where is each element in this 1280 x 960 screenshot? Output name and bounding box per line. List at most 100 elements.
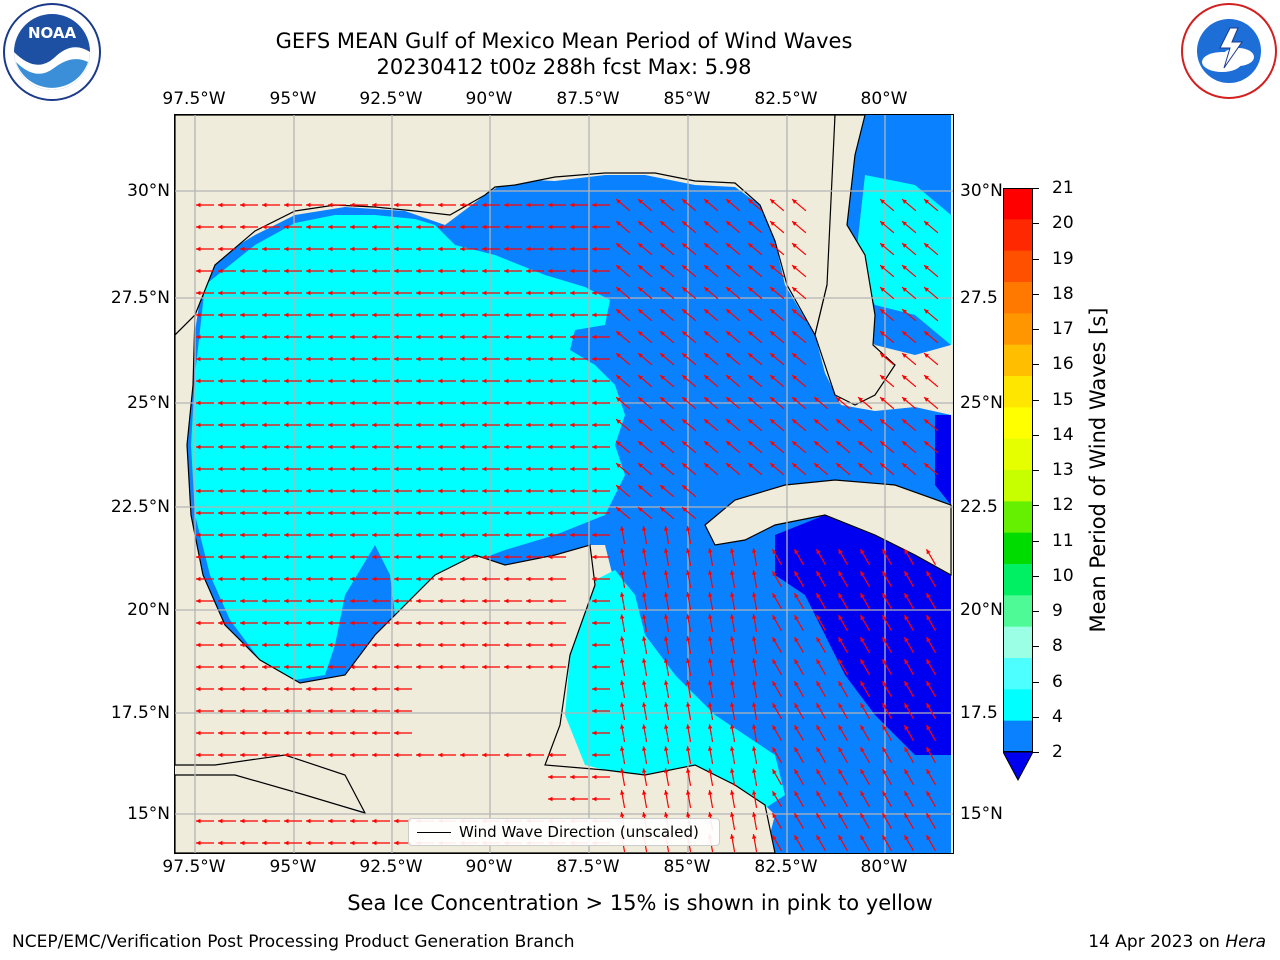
wave-direction-arrow <box>504 620 522 626</box>
wave-direction-arrow <box>526 642 544 648</box>
wave-direction-arrow <box>592 488 610 494</box>
colorbar-tick-mark <box>1033 646 1039 648</box>
wave-direction-arrow <box>394 444 412 450</box>
wave-direction-arrow <box>879 462 895 476</box>
wave-direction-arrow <box>615 440 631 454</box>
wave-direction-arrow <box>284 664 302 670</box>
lon-tick-bottom: 82.5°W <box>754 857 818 877</box>
wave-direction-arrow <box>394 356 412 362</box>
wave-direction-arrow <box>619 526 626 544</box>
wave-direction-arrow <box>881 680 893 698</box>
wave-direction-arrow <box>747 462 763 476</box>
wave-direction-arrow <box>328 246 346 252</box>
wave-direction-arrow <box>925 812 937 830</box>
wave-direction-arrow <box>769 220 785 234</box>
wave-direction-arrow <box>837 746 849 764</box>
wave-direction-arrow <box>262 378 280 384</box>
lat-tick-left: 30°N <box>127 181 170 201</box>
colorbar-segment <box>1003 438 1033 471</box>
wave-direction-arrow <box>663 526 670 544</box>
wave-direction-arrow <box>707 658 714 676</box>
wave-direction-arrow <box>793 592 805 610</box>
wave-direction-arrow <box>482 752 500 758</box>
wave-direction-arrow <box>837 702 849 720</box>
wave-direction-arrow <box>747 308 763 322</box>
wave-direction-arrow <box>791 374 807 388</box>
wave-direction-arrow <box>350 708 368 714</box>
wave-direction-arrow <box>707 636 714 654</box>
wave-direction-arrow <box>262 576 280 582</box>
wave-direction-arrow <box>438 334 456 340</box>
wave-direction-arrow <box>526 312 544 318</box>
wave-direction-arrow <box>548 202 566 208</box>
map-panel <box>174 114 954 854</box>
wave-direction-arrow <box>729 702 736 720</box>
wave-direction-arrow <box>793 746 805 764</box>
wave-direction-arrow <box>482 466 500 472</box>
wave-direction-arrow <box>681 374 697 388</box>
svg-text:NOAA: NOAA <box>28 24 77 42</box>
wave-direction-arrow <box>482 268 500 274</box>
wave-direction-arrow <box>284 642 302 648</box>
wave-direction-arrow <box>262 642 280 648</box>
wave-direction-arrow <box>707 724 714 742</box>
wave-direction-arrow <box>438 598 456 604</box>
wave-direction-arrow <box>771 548 783 566</box>
wave-direction-arrow <box>196 466 214 472</box>
wave-direction-arrow <box>793 680 805 698</box>
wave-direction-arrow <box>438 268 456 274</box>
colorbar <box>1002 188 1034 786</box>
wave-direction-arrow <box>284 378 302 384</box>
wave-direction-arrow <box>685 636 692 654</box>
wave-direction-arrow <box>747 374 763 388</box>
wave-direction-arrow <box>548 334 566 340</box>
colorbar-tick-mark <box>1033 188 1039 189</box>
colorbar-tick-label: 17 <box>1052 319 1074 339</box>
wave-direction-arrow <box>196 334 214 340</box>
wave-direction-arrow <box>881 768 893 786</box>
wave-direction-arrow <box>284 356 302 362</box>
wave-direction-arrow <box>394 488 412 494</box>
wave-direction-arrow <box>729 746 736 764</box>
wave-direction-arrow <box>196 752 214 758</box>
wave-direction-arrow <box>372 422 390 428</box>
wave-direction-arrow <box>592 246 610 252</box>
wave-direction-arrow <box>751 812 758 830</box>
wave-direction-arrow <box>615 396 631 410</box>
wave-direction-arrow <box>482 334 500 340</box>
wave-direction-arrow <box>548 598 566 604</box>
wave-direction-arrow <box>663 746 670 764</box>
wave-direction-arrow <box>240 488 258 494</box>
wave-direction-arrow <box>771 834 783 852</box>
wave-direction-arrow <box>923 330 939 344</box>
wave-direction-arrow <box>729 724 736 742</box>
wave-direction-arrow <box>504 576 522 582</box>
wave-direction-arrow <box>901 308 917 322</box>
lat-tick-left: 17.5°N <box>110 703 170 723</box>
wave-direction-arrow <box>815 768 827 786</box>
wave-direction-arrow <box>482 400 500 406</box>
wave-direction-arrow <box>262 730 280 736</box>
wave-direction-arrow <box>262 312 280 318</box>
wave-direction-arrow <box>240 642 258 648</box>
wave-direction-arrow <box>306 620 324 626</box>
lat-tick-right: 22.5 <box>960 497 998 517</box>
wave-direction-arrow <box>729 768 736 786</box>
wave-direction-arrow <box>306 488 324 494</box>
wave-direction-arrow <box>681 308 697 322</box>
lat-tick-left: 25°N <box>127 393 170 413</box>
wave-direction-arrow <box>570 268 588 274</box>
wave-direction-arrow <box>394 664 412 670</box>
wave-direction-arrow <box>903 658 915 676</box>
wave-direction-arrow <box>771 724 783 742</box>
wave-direction-arrow <box>394 202 412 208</box>
wave-direction-arrow <box>196 708 214 714</box>
wave-direction-arrow <box>548 378 566 384</box>
wave-direction-arrow <box>526 290 544 296</box>
wave-direction-arrow <box>218 620 236 626</box>
wave-direction-arrow <box>372 488 390 494</box>
wave-direction-arrow <box>240 312 258 318</box>
wave-direction-arrow <box>859 724 871 742</box>
colorbar-tick-mark <box>1033 329 1039 330</box>
wave-direction-arrow <box>685 724 692 742</box>
